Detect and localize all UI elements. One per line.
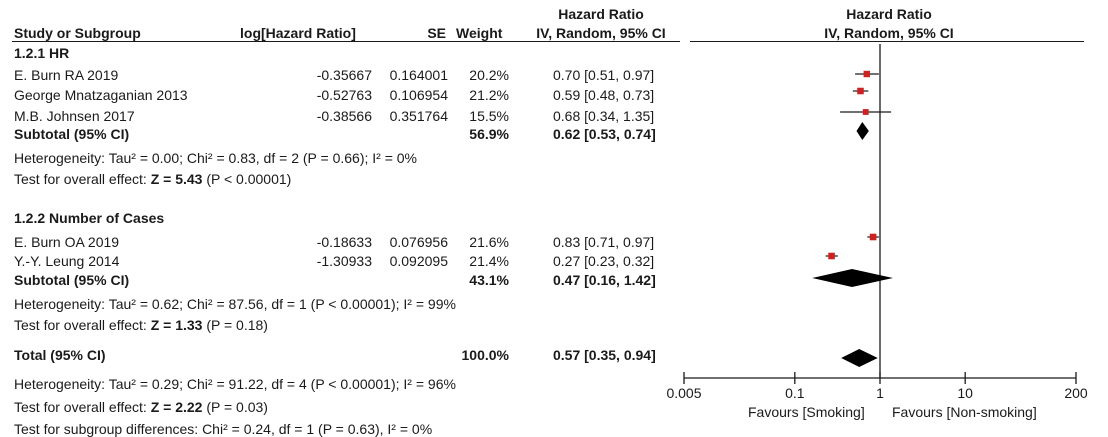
study-weight: 21.6% — [469, 234, 509, 250]
total-weight: 100.0% — [461, 347, 509, 363]
x-tick-label: 0.005 — [666, 385, 701, 401]
overall-effect-p: (P < 0.00001) — [202, 171, 292, 187]
heterogeneity-text: Heterogeneity: Tau² = 0.62; Chi² = 87.56… — [14, 296, 456, 312]
study-weight: 20.2% — [469, 67, 509, 83]
study-marker — [869, 233, 877, 241]
subtotal-weight: 56.9% — [469, 126, 509, 142]
header-loghr: log[Hazard Ratio] — [240, 25, 356, 41]
study-marker — [863, 70, 871, 78]
header-weight: Weight — [456, 25, 503, 41]
subtotal-label: Subtotal (95% CI) — [14, 272, 130, 288]
overall-effect-z: Z = 5.43 — [150, 171, 203, 187]
total-overall-effect-text: Test for overall effect: Z = 2.22 (P = 0… — [14, 399, 268, 415]
header-plot-method: IV, Random, 95% CI — [824, 25, 954, 41]
study-weight: 21.2% — [469, 87, 509, 103]
x-tick-label: 10 — [957, 385, 973, 401]
subgroup-differences-text: Test for subgroup differences: Chi² = 0.… — [14, 421, 433, 437]
study-marker — [857, 87, 864, 95]
x-tick-label: 1 — [876, 385, 884, 401]
study-weight: 15.5% — [469, 108, 509, 124]
header-se: SE — [427, 25, 446, 41]
overall-effect-z: Z = 2.22 — [150, 399, 203, 415]
favours-left-label: Favours [Smoking] — [748, 404, 865, 420]
total-label: Total (95% CI) — [14, 347, 106, 363]
header-plot-title: Hazard Ratio — [846, 6, 932, 22]
overall-effect-z: Z = 1.33 — [150, 317, 203, 333]
header-hr-method: IV, Random, 95% CI — [536, 25, 666, 41]
overall-effect-p: (P = 0.18) — [202, 317, 268, 333]
study-name: George Mnatzaganian 2013 — [14, 87, 188, 103]
total-ci: 0.57 [0.35, 0.94] — [553, 347, 656, 363]
study-name: E. Burn RA 2019 — [14, 67, 119, 83]
study-name: Y.-Y. Leung 2014 — [14, 253, 120, 269]
summary-diamond — [812, 269, 893, 287]
study-marker — [862, 109, 869, 115]
study-name: E. Burn OA 2019 — [14, 234, 120, 250]
study-se: 0.351764 — [389, 108, 448, 124]
overall-effect-text: Test for overall effect: Z = 1.33 (P = 0… — [14, 317, 268, 333]
group-title: 1.2.2 Number of Cases — [14, 210, 165, 226]
study-ci: 0.68 [0.34, 1.35] — [553, 108, 655, 124]
subtotal-label: Subtotal (95% CI) — [14, 126, 130, 142]
subtotal-ci: 0.62 [0.53, 0.74] — [553, 126, 656, 142]
study-loghr: -0.52763 — [316, 87, 372, 103]
subtotal-ci: 0.47 [0.16, 1.42] — [553, 272, 656, 288]
header-study: Study or Subgroup — [14, 25, 141, 41]
study-se: 0.106954 — [389, 87, 448, 103]
subtotal-weight: 43.1% — [469, 272, 509, 288]
header-underline — [12, 41, 680, 42]
study-ci: 0.27 [0.23, 0.32] — [553, 253, 655, 269]
overall-effect-prefix: Test for overall effect: — [14, 317, 151, 333]
study-loghr: -0.18633 — [316, 234, 372, 250]
study-se: 0.164001 — [389, 67, 448, 83]
overall-effect-p: (P = 0.03) — [202, 399, 268, 415]
header-hr-title: Hazard Ratio — [558, 6, 644, 22]
heterogeneity-text: Heterogeneity: Tau² = 0.00; Chi² = 0.83,… — [14, 150, 417, 166]
header-underline-plot — [690, 41, 1084, 42]
x-tick-label: 200 — [1064, 385, 1088, 401]
total-heterogeneity-text: Heterogeneity: Tau² = 0.29; Chi² = 91.22… — [14, 376, 456, 392]
study-marker — [828, 252, 835, 260]
study-weight: 21.4% — [469, 253, 509, 269]
summary-diamond — [841, 349, 878, 367]
overall-effect-text: Test for overall effect: Z = 5.43 (P < 0… — [14, 171, 291, 187]
study-loghr: -1.30933 — [316, 253, 372, 269]
study-loghr: -0.38566 — [316, 108, 372, 124]
favours-right-label: Favours [Non-smoking] — [892, 404, 1037, 420]
study-loghr: -0.35667 — [316, 67, 372, 83]
summary-diamond — [856, 122, 869, 140]
overall-effect-prefix: Test for overall effect: — [14, 399, 151, 415]
overall-effect-prefix: Test for overall effect: — [14, 171, 151, 187]
study-name: M.B. Johnsen 2017 — [14, 108, 135, 124]
group-title: 1.2.1 HR — [14, 45, 70, 61]
x-tick-label: 0.1 — [785, 385, 805, 401]
study-ci: 0.59 [0.48, 0.73] — [553, 87, 655, 103]
study-se: 0.092095 — [389, 253, 448, 269]
study-ci: 0.70 [0.51, 0.97] — [553, 67, 655, 83]
study-se: 0.076956 — [389, 234, 448, 250]
study-ci: 0.83 [0.71, 0.97] — [553, 234, 655, 250]
